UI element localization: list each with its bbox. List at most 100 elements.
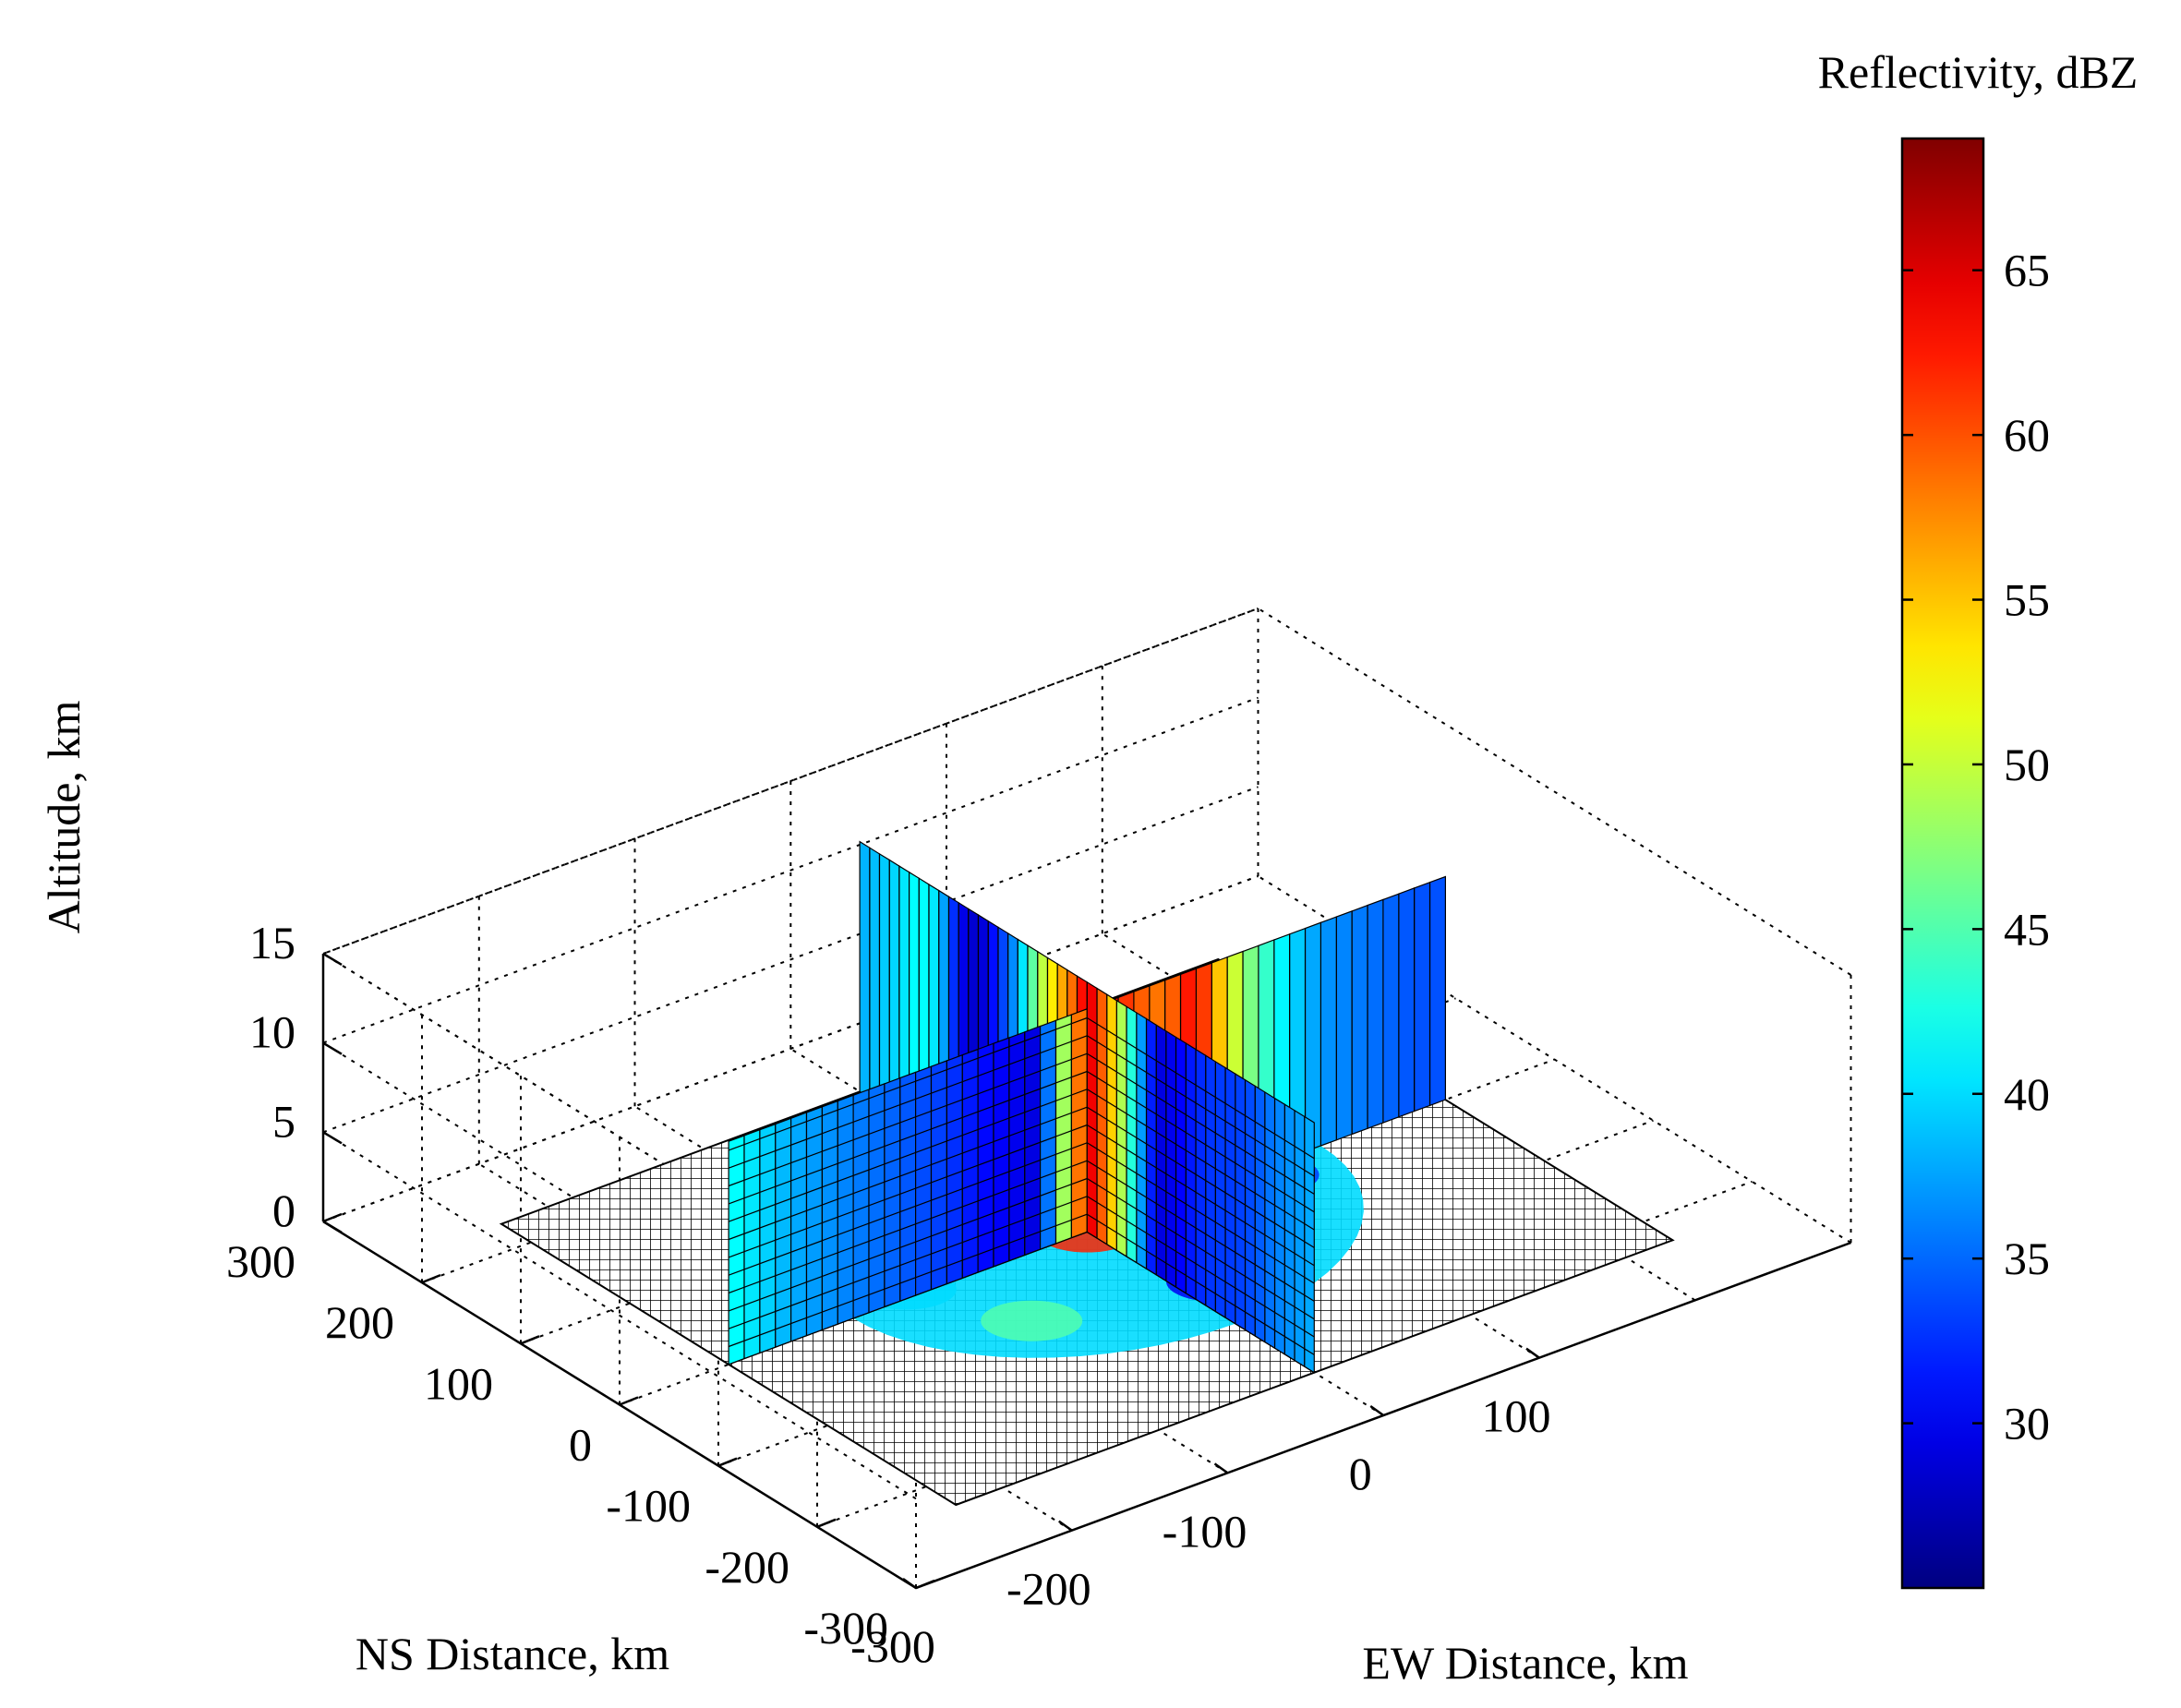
ns-tick: [717, 1457, 738, 1467]
ew-slice-column: [1351, 904, 1368, 1136]
ew-slice-column: [1413, 881, 1431, 1113]
ew-slice-column: [977, 1042, 994, 1273]
ew-slice-column: [837, 1094, 854, 1326]
ns-slice-meshline: [1086, 1142, 1315, 1284]
ns-tick: [520, 1335, 540, 1345]
ns-slice-meshline: [1086, 1231, 1315, 1374]
ew-slice-column: [743, 1128, 761, 1360]
ew-slice-meshline: [728, 1196, 1088, 1329]
ew-slice-column: [1054, 1014, 1073, 1245]
ns-slice-meshline: [1086, 1089, 1315, 1231]
colorbar-tick-labels: 30 35 40 45 50 55 60 65: [2004, 245, 2050, 1449]
ew-slice-meshline: [728, 1213, 1088, 1348]
ew-slice-column: [852, 1089, 870, 1319]
ew-slice-meshline: [728, 1142, 1088, 1276]
ns-slice-column: [859, 840, 871, 1099]
gridline-floor-y: [322, 875, 1259, 1222]
colorbar-title: Reflectivity, dBZ: [1818, 46, 2139, 98]
ew-slice-column: [993, 1037, 1010, 1268]
ns-tick-label: 200: [325, 1296, 394, 1348]
ew-slice-column: [1367, 898, 1384, 1130]
colorbar-fill: [1900, 137, 1985, 1590]
ew-tick-label: 0: [1349, 1448, 1372, 1499]
ew-slice-column: [1319, 916, 1337, 1147]
ew-slice-column: [1335, 910, 1353, 1141]
y-axis-title: NS Distance, km: [355, 1628, 669, 1679]
ns-slice-meshline: [1086, 1213, 1315, 1355]
ew-tick: [902, 1577, 917, 1590]
z-tick: [322, 1041, 343, 1055]
ew-slice-meshline: [728, 1070, 1088, 1205]
colorbar-tick-label: 30: [2004, 1398, 2050, 1449]
colorbar-tick-label: 60: [2004, 409, 2050, 461]
surface-echo-patch: [981, 1300, 1083, 1341]
z-tick-label: 10: [249, 1006, 295, 1058]
ew-slice-column: [1382, 893, 1400, 1124]
ns-slice-meshline: [1086, 1052, 1315, 1195]
colorbar-tick-label: 65: [2004, 245, 2050, 296]
ew-slice-column: [946, 1053, 963, 1285]
ew-tick-label: -300: [850, 1620, 935, 1672]
ew-slice-column: [728, 1135, 745, 1365]
ns-slice-meshline: [1086, 1106, 1315, 1248]
ns-slice-meshline: [1086, 1177, 1315, 1320]
ew-tick-label: 100: [1482, 1390, 1551, 1442]
ns-tick-label: 0: [569, 1419, 592, 1471]
ew-tick: [1058, 1520, 1073, 1532]
colorbar-ticks: [1902, 269, 1983, 1425]
z-axis-title: Altitude, km: [38, 701, 90, 934]
ew-slice-meshline: [728, 1035, 1088, 1169]
ns-tick: [915, 1579, 935, 1590]
ew-tick: [1369, 1404, 1384, 1417]
ns-tick: [816, 1518, 837, 1528]
ew-tick-label: -200: [1006, 1563, 1091, 1615]
ns-tick: [421, 1273, 441, 1284]
z-tick: [322, 1131, 343, 1145]
ew-slice-column: [805, 1105, 824, 1337]
ns-slice-column: [869, 847, 881, 1105]
axis-tick-labels: 0 5 10 15 300 200 100 0 -100 -200 -300-300 -200 -100…: [226, 917, 1551, 1672]
colorbar-tick-label: 40: [2004, 1068, 2050, 1120]
ns-slice-meshline: [1086, 1160, 1315, 1302]
colorbar: 30 35 40 45 50 55 60 65 Reflectivity, dBZ: [1818, 46, 2139, 1590]
ns-tick: [619, 1396, 639, 1406]
ew-tick-label: -100: [1163, 1505, 1247, 1557]
ns-tick-label: 300: [226, 1235, 295, 1287]
ns-tick-label: -100: [606, 1480, 691, 1532]
ew-slice-column: [1070, 1007, 1088, 1239]
gridline-backwall-z: [322, 696, 1259, 1044]
gridline-backwall-z: [322, 607, 1259, 955]
ew-slice-column: [1398, 887, 1416, 1118]
ew-slice-column: [884, 1077, 901, 1308]
ew-slice-column: [775, 1117, 792, 1349]
ew-slice-column: [1304, 921, 1322, 1153]
ew-slice-column: [789, 1112, 808, 1342]
ns-slice-meshline: [1086, 1124, 1315, 1267]
ns-slice-column: [888, 859, 900, 1117]
gridline-top-edge: [320, 607, 1852, 1321]
ew-slice-meshline: [728, 1089, 1088, 1222]
z-tick-label: 5: [272, 1095, 295, 1147]
ns-slice-meshline: [1086, 1070, 1315, 1213]
ns-slice-column: [878, 852, 890, 1112]
ew-slice-column: [1008, 1030, 1026, 1262]
gridline-leftwall-z: [322, 1131, 917, 1500]
ew-slice-column: [961, 1048, 979, 1280]
ew-tick: [1213, 1462, 1229, 1474]
axis-ticks: [322, 952, 1540, 1590]
ew-slice-column: [821, 1100, 838, 1331]
ew-slice-meshline: [728, 1124, 1088, 1258]
ew-slice-column: [1024, 1025, 1042, 1257]
ns-tick-label: -300: [803, 1602, 888, 1654]
gridline-backwall-z: [322, 786, 1259, 1134]
ew-slice-meshline: [728, 1106, 1088, 1241]
z-tick: [322, 1220, 343, 1234]
ew-slice-column: [759, 1123, 777, 1354]
ew-tick: [1525, 1347, 1540, 1359]
ew-slice-column: [1039, 1019, 1057, 1251]
ew-slice-meshline: [728, 1016, 1088, 1151]
ew-slice-column: [930, 1060, 948, 1291]
ns-tick: [322, 1212, 343, 1223]
ns-slice-meshline: [1086, 1016, 1315, 1160]
